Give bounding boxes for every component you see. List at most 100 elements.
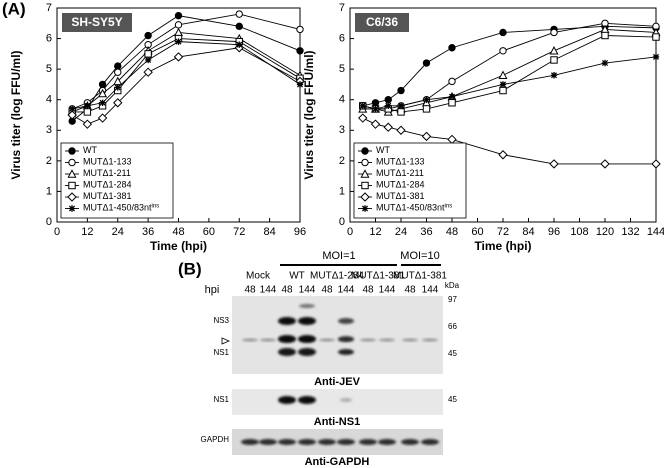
lane-label: 144: [299, 285, 316, 296]
legend-label: MUTΔ1-133: [83, 157, 132, 167]
sample-label: WT: [289, 271, 305, 282]
marker: [143, 67, 153, 77]
marker: [174, 11, 183, 20]
marker: [296, 47, 304, 55]
x-axis-label: Time (hpi): [474, 239, 531, 253]
marker: [113, 98, 123, 108]
x-tick-label: 12: [81, 226, 93, 238]
antibody-label: Anti-JEV: [314, 376, 361, 388]
lane-label: 48: [281, 285, 293, 296]
y-tick-label: 0: [46, 216, 52, 228]
x-tick-label: 24: [395, 226, 407, 238]
marker: [549, 159, 559, 169]
legend-label: WT: [83, 145, 97, 155]
marker: [448, 44, 456, 52]
lane-label: 144: [379, 285, 396, 296]
legend-label: MUTΔ1-381: [83, 191, 132, 201]
legend-label: MUTΔ1-284: [83, 180, 132, 190]
marker: [422, 105, 431, 113]
marker: [370, 119, 381, 129]
marker: [68, 181, 76, 190]
marker: [83, 108, 92, 116]
sample-label: Mock: [246, 271, 271, 282]
kda-label: kDa: [445, 281, 460, 290]
y-tick-label: 3: [339, 124, 345, 136]
marker: [499, 86, 507, 95]
x-tick-label: 132: [621, 226, 639, 238]
y-axis-label: Virus titer (log FFU/ml): [9, 50, 23, 179]
x-tick-label: 96: [548, 226, 560, 238]
marker: [652, 33, 660, 41]
marker: [67, 192, 77, 202]
lane-label: 144: [260, 285, 277, 296]
legend-superscript: ins: [152, 203, 160, 209]
series-line: [362, 56, 657, 110]
mw-marker: 45: [448, 349, 457, 358]
marker: [384, 96, 392, 104]
blot-membrane: [232, 389, 443, 415]
marker: [82, 119, 93, 129]
title-badge: [62, 13, 132, 32]
marker: [383, 122, 393, 132]
marker: [422, 59, 431, 67]
legend-label: MUTΔ1-211: [376, 168, 424, 178]
mw-marker: 97: [448, 295, 457, 304]
band: [337, 439, 355, 445]
legend-text: MUTΔ1-381: [83, 191, 132, 201]
series-line: [362, 25, 657, 107]
marker: [68, 158, 76, 167]
marker: [652, 53, 660, 61]
band: [298, 317, 316, 325]
legend-label: MUTΔ1-450/83ntins: [83, 203, 159, 213]
band-arrow: [221, 337, 231, 345]
marker: [423, 96, 430, 103]
x-tick-label: 60: [471, 226, 483, 238]
marker: [68, 205, 76, 212]
y-axis-label: Virus titer (log FFU/ml): [302, 50, 316, 179]
mw-marker: 45: [448, 395, 457, 404]
sample-label: MUTΔ1-381: [393, 271, 447, 282]
marker: [67, 110, 77, 120]
y-tick-label: 7: [339, 2, 345, 14]
band-label: GAPDH: [201, 435, 230, 444]
marker: [296, 25, 304, 34]
band: [298, 439, 316, 445]
band: [278, 348, 296, 356]
y-tick-label: 7: [46, 2, 52, 14]
y-tick-label: 2: [46, 155, 52, 167]
band: [360, 338, 376, 342]
marker: [84, 102, 91, 110]
lane-label: 48: [244, 285, 256, 296]
y-tick-label: 2: [339, 155, 345, 167]
panel-label: (B): [178, 259, 202, 278]
panel-label: (A): [2, 0, 26, 18]
legend-text: MUTΔ1-211: [376, 168, 424, 178]
band: [338, 349, 354, 355]
marker: [235, 22, 243, 31]
band: [319, 338, 335, 342]
series-line: [362, 35, 657, 113]
marker: [448, 93, 456, 100]
marker: [236, 41, 243, 48]
y-tick-label: 6: [339, 32, 345, 44]
marker: [174, 21, 183, 29]
marker: [144, 56, 152, 64]
y-tick-label: 6: [46, 32, 52, 44]
x-tick-label: 0: [347, 226, 353, 238]
marker: [114, 62, 122, 70]
legend-box: [60, 142, 174, 219]
band: [241, 439, 259, 445]
x-tick-label: 24: [112, 226, 124, 238]
marker: [144, 31, 152, 40]
marker: [68, 105, 76, 113]
x-tick-label: 12: [369, 226, 381, 238]
marker: [550, 56, 558, 64]
marker: [397, 102, 405, 110]
marker: [173, 52, 184, 62]
band: [298, 396, 316, 404]
marker: [175, 38, 182, 45]
antibody-label: Anti-GAPDH: [305, 456, 370, 468]
lane-label: 48: [321, 285, 333, 296]
chart-title: SH-SY5Y: [71, 15, 122, 29]
